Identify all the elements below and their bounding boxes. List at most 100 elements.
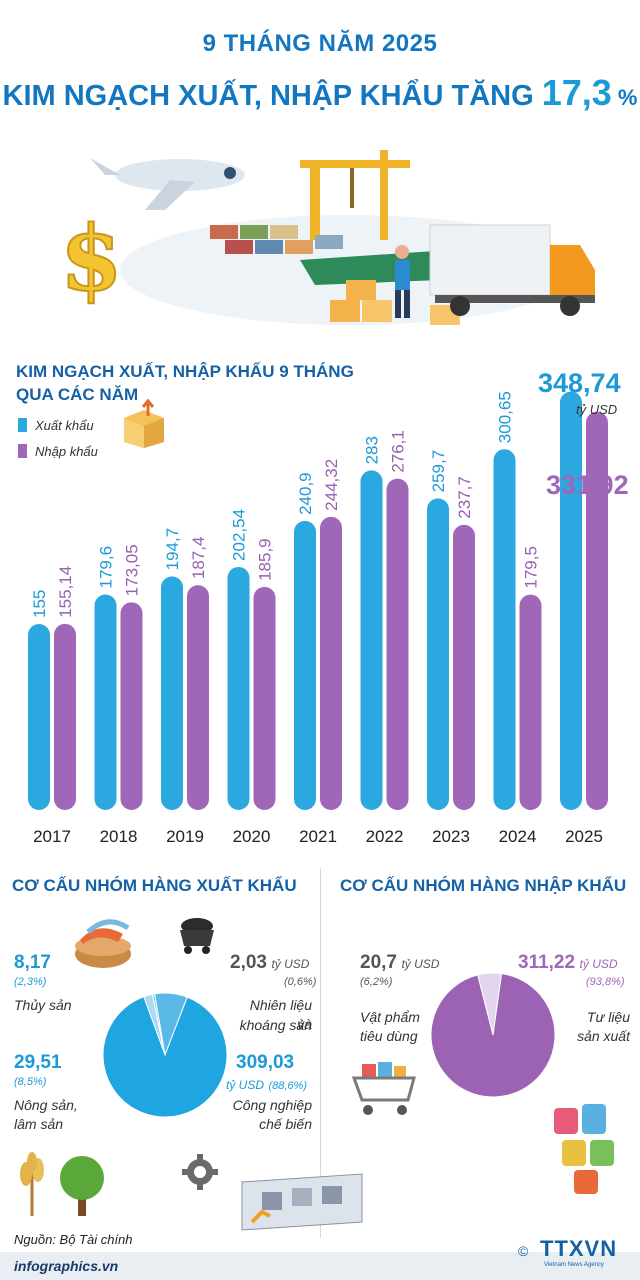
year-label-2021: 2021 [299, 827, 337, 846]
year-label-2019: 2019 [166, 827, 204, 846]
export-structure-title: CƠ CẤU NHÓM HÀNG XUẤT KHẨU [12, 876, 297, 895]
import-bar-2019 [187, 585, 209, 810]
dollar-icon: $ [60, 206, 123, 312]
export-2025-value: 348,74 [538, 368, 621, 398]
fuel-pct: (0,6%) [284, 976, 317, 988]
legend-export: Xuất khẩu [18, 412, 98, 438]
fuel-label-1: Nhiên liệu và [249, 997, 312, 1032]
year-label-2023: 2023 [432, 827, 470, 846]
chart-title: KIM NGẠCH XUẤT, NHẬP KHẨU 9 THÁNG QUA CÁ… [16, 362, 354, 404]
import-label-2017: 155,14 [56, 566, 75, 618]
source-note: Nguồn: Bộ Tài chính [14, 1232, 133, 1247]
export-bar-2019 [161, 576, 183, 810]
import-label-2020: 185,9 [256, 538, 275, 581]
import-pie-slice-1 [430, 973, 556, 1098]
containers-icon [210, 225, 343, 254]
export-label-2023: 259,7 [429, 450, 448, 493]
year-label-2018: 2018 [100, 827, 138, 846]
legend-export-swatch [18, 418, 27, 432]
legend-export-label: Xuất khẩu [35, 417, 94, 433]
production-label-1: Tư liệu [586, 1009, 630, 1025]
export-label-2019: 194,7 [163, 528, 182, 571]
agri-label-1: Nông sản, [14, 1097, 78, 1113]
agri-value: 29,51 [14, 1052, 62, 1074]
headline-text: KIM NGẠCH XUẤT, NHẬP KHẨU TĂNG [2, 80, 542, 112]
export-pie-slice-3 [102, 996, 228, 1118]
wheat-tree-icon [20, 1152, 104, 1216]
seafood-pct: (2,3%) [14, 976, 47, 988]
production-unit: tỷ USD [579, 957, 618, 971]
import-structure-title: CƠ CẤU NHÓM HÀNG NHẬP KHẨU [340, 876, 627, 895]
processing-label-1: Công nghiệp [232, 1097, 312, 1113]
import-bar-2025 [586, 411, 608, 810]
export-pie-chart [102, 992, 228, 1118]
production-label-2: sản xuất [577, 1028, 630, 1044]
import-label-2024: 179,5 [522, 546, 541, 589]
year-label-2024: 2024 [499, 827, 537, 846]
copyright-icon: © [518, 1243, 529, 1259]
thread-spools-icon [554, 1104, 614, 1194]
agri-pct: (8,5%) [14, 1076, 47, 1088]
export-2025-unit: tỷ USD [576, 402, 618, 417]
year-label-2025: 2025 [565, 827, 603, 846]
ttxvn-logo: TTXVN [540, 1236, 618, 1261]
import-bar-2020 [253, 586, 276, 810]
import-bar-2023 [453, 524, 475, 810]
import-bar-2024 [519, 594, 542, 810]
export-bar-2023 [427, 498, 449, 810]
export-label-2022: 283 [363, 436, 382, 464]
legend-import-swatch [18, 444, 27, 458]
fuel-value: 2,03 tỷ USD [230, 952, 309, 974]
export-bar-2022 [360, 470, 383, 810]
export-bar-2020 [227, 566, 250, 810]
export-bar-2024 [493, 449, 516, 810]
header-headline: KIM NGẠCH XUẤT, NHẬP KHẨU TĂNG 17,3 % [0, 72, 640, 114]
bar-chart: 155 155,14 2017 179,6 173,05 2018 194,7 187,4 20… [28, 391, 608, 846]
fuel-label-2: khoáng sản [239, 1017, 312, 1033]
export-bar-2021 [294, 520, 316, 810]
headline-value: 17,3 [541, 72, 612, 113]
processing-pct: (88,6%) [268, 1080, 307, 1092]
processing-unit: tỷ USD [226, 1078, 265, 1092]
export-label-2021: 240,9 [296, 472, 315, 515]
consumer-value: 20,7 tỷ USD [360, 952, 439, 974]
import-bar-2017 [54, 623, 76, 810]
processing-amount: 309,03 [236, 1052, 295, 1073]
export-bar-2017 [28, 624, 50, 810]
seafood-label: Thủy sản [14, 997, 72, 1013]
truck-icon [429, 224, 595, 316]
fuel-unit: tỷ USD [271, 957, 310, 971]
section-divider [320, 868, 321, 1238]
import-label-2022: 276,1 [389, 430, 408, 473]
footer-bar [0, 1252, 640, 1280]
port-crane-icon [300, 150, 410, 240]
import-bar-2018 [120, 602, 143, 810]
year-label-2022: 2022 [366, 827, 404, 846]
boxes-icon [330, 280, 460, 325]
import-label-2021: 244,32 [322, 459, 341, 511]
production-pct: (93,8%) [586, 976, 625, 988]
shopping-cart-icon [351, 1062, 416, 1115]
legend-import-label: Nhập khẩu [35, 443, 98, 459]
header-date: 9 THÁNG NĂM 2025 [202, 30, 438, 57]
export-label-2020: 202,54 [230, 509, 249, 561]
import-2025-value: 331,92 [546, 470, 629, 500]
import-pie-chart [430, 972, 556, 1098]
box-icon [124, 398, 164, 448]
airplane-icon [90, 158, 245, 210]
export-label-2017: 155 [30, 590, 49, 618]
fuel-amount: 2,03 [230, 952, 267, 973]
consumer-unit: tỷ USD [401, 957, 440, 971]
legend-import: Nhập khẩu [18, 438, 98, 464]
coal-cart-icon [180, 918, 214, 954]
year-label-2020: 2020 [233, 827, 271, 846]
production-amount: 311,22 [518, 952, 576, 973]
export-label-2018: 179,6 [97, 546, 116, 589]
export-bar-2018 [94, 594, 117, 810]
seafood-amount: 8,17 [14, 952, 51, 973]
fish-basket-icon [75, 919, 131, 968]
ship-icon [300, 250, 450, 285]
import-label-2018: 173,05 [123, 544, 142, 596]
consumer-pct: (6,2%) [360, 976, 393, 988]
